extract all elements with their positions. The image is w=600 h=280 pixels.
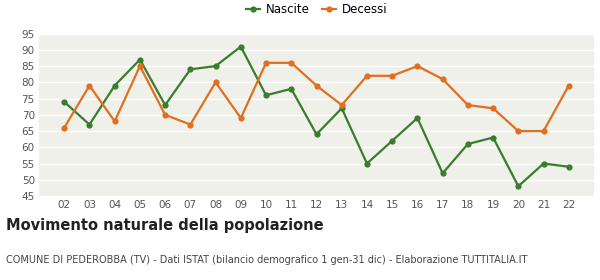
Nascite — [287, 87, 295, 90]
Decessi — [111, 120, 118, 123]
Decessi — [61, 126, 68, 129]
Decessi — [187, 123, 194, 126]
Nascite — [439, 172, 446, 175]
Legend: Nascite, Decessi: Nascite, Decessi — [241, 0, 392, 21]
Nascite — [187, 68, 194, 71]
Decessi — [464, 103, 472, 107]
Text: COMUNE DI PEDEROBBA (TV) - Dati ISTAT (bilancio demografico 1 gen-31 dic) - Elab: COMUNE DI PEDEROBBA (TV) - Dati ISTAT (b… — [6, 255, 527, 265]
Decessi — [439, 77, 446, 81]
Nascite — [111, 84, 118, 87]
Text: Movimento naturale della popolazione: Movimento naturale della popolazione — [6, 218, 323, 234]
Nascite — [540, 162, 547, 165]
Nascite — [136, 58, 143, 61]
Nascite — [61, 100, 68, 104]
Decessi — [565, 84, 572, 87]
Decessi — [287, 61, 295, 64]
Line: Decessi: Decessi — [61, 60, 572, 134]
Decessi — [86, 84, 93, 87]
Nascite — [161, 103, 169, 107]
Nascite — [464, 142, 472, 146]
Nascite — [515, 185, 522, 188]
Decessi — [262, 61, 269, 64]
Decessi — [490, 107, 497, 110]
Decessi — [161, 113, 169, 116]
Nascite — [262, 94, 269, 97]
Decessi — [313, 84, 320, 87]
Decessi — [237, 116, 244, 120]
Nascite — [313, 133, 320, 136]
Decessi — [364, 74, 371, 78]
Decessi — [338, 103, 346, 107]
Decessi — [212, 81, 219, 84]
Decessi — [136, 64, 143, 68]
Nascite — [212, 64, 219, 68]
Decessi — [540, 129, 547, 133]
Nascite — [237, 45, 244, 48]
Nascite — [338, 107, 346, 110]
Decessi — [414, 64, 421, 68]
Line: Nascite: Nascite — [61, 43, 572, 189]
Nascite — [389, 139, 396, 143]
Decessi — [389, 74, 396, 78]
Nascite — [565, 165, 572, 169]
Nascite — [490, 136, 497, 139]
Nascite — [364, 162, 371, 165]
Nascite — [414, 116, 421, 120]
Decessi — [515, 129, 522, 133]
Nascite — [86, 123, 93, 126]
